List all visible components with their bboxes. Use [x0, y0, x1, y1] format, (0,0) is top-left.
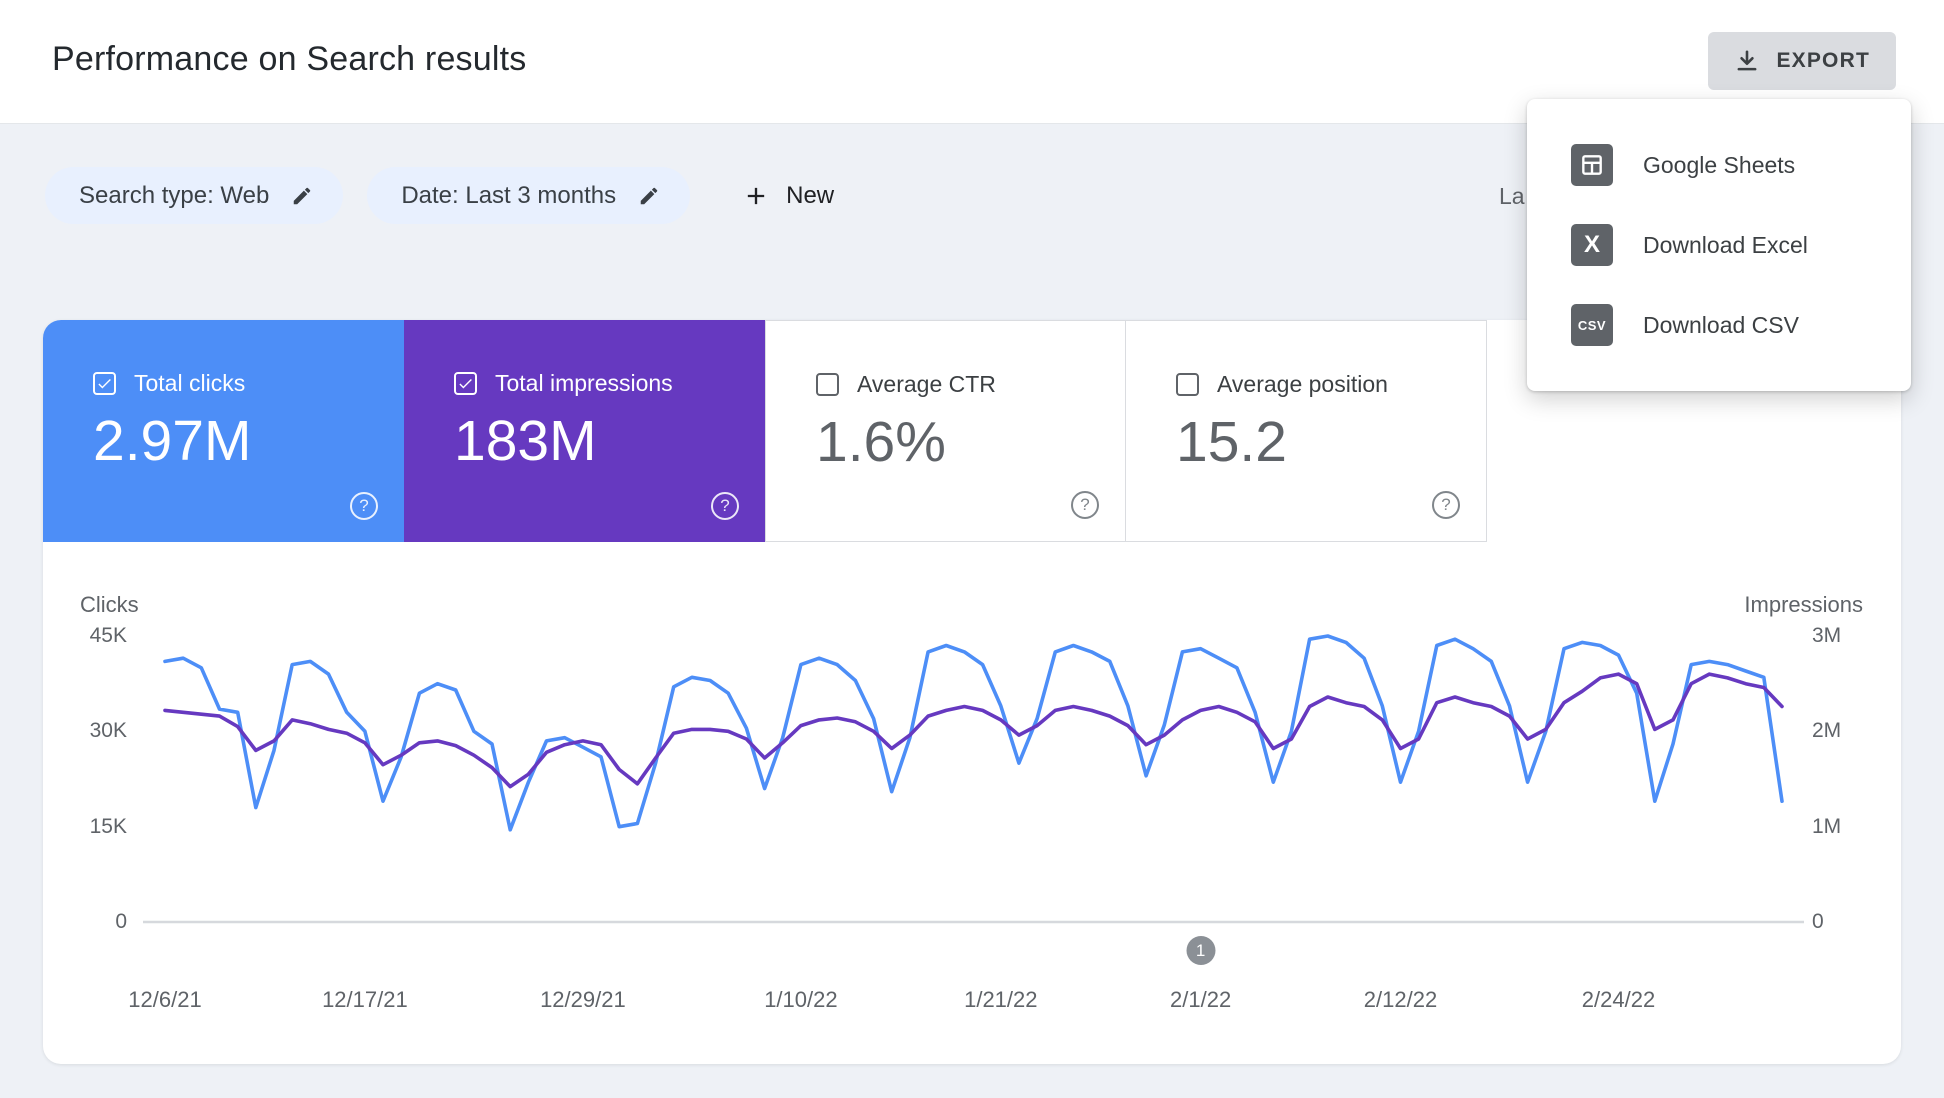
page-title: Performance on Search results [52, 40, 527, 78]
menu-item-label: Download CSV [1643, 311, 1799, 338]
download-icon [1738, 50, 1757, 71]
google-sheets-icon [1571, 144, 1613, 186]
performance-card: Total clicks 2.97M Total impressions 183… [43, 320, 1901, 1064]
menu-item-label: Google Sheets [1643, 151, 1796, 178]
metric-value: 183M [454, 409, 597, 473]
export-menu: Google Sheets X Download Excel CSV Downl… [1527, 99, 1911, 391]
metric-label: Average position [1217, 371, 1388, 397]
header: Performance on Search results EXPORT [0, 0, 1944, 124]
chip-label: Date: Last 3 months [401, 181, 617, 209]
edit-icon [294, 187, 311, 204]
y-axis-tick: 1M [1812, 815, 1842, 838]
metric-card-average-ctr[interactable]: Average CTR 1.6% [765, 320, 1126, 542]
y-axis-tick: 15K [89, 815, 127, 838]
checked-checkbox-icon[interactable] [93, 372, 116, 395]
y-axis-tick: 30K [89, 719, 127, 742]
help-icon[interactable] [711, 492, 739, 520]
metric-header: Total impressions [404, 320, 765, 397]
y-axis-tick: 45K [89, 624, 127, 647]
filter-chip-search-type[interactable]: Search type: Web [45, 167, 344, 224]
menu-item-download-csv[interactable]: CSV Download CSV [1527, 285, 1911, 365]
x-axis-label: 12/17/21 [322, 987, 408, 1012]
csv-icon: CSV [1571, 304, 1613, 346]
y-axis-tick: 0 [115, 910, 127, 933]
right-axis-title: Impressions [1744, 592, 1863, 617]
export-button[interactable]: EXPORT [1708, 32, 1896, 90]
unchecked-checkbox-icon[interactable] [816, 373, 839, 396]
x-axis-label: 2/1/22 [1170, 987, 1232, 1012]
x-axis: 12/6/21 12/17/21 12/29/21 1/10/22 1/21/22 2/1… [128, 987, 1804, 1015]
help-icon[interactable] [350, 492, 378, 520]
metric-card-average-position[interactable]: Average position 15.2 [1126, 320, 1487, 542]
x-axis-label: 1/10/22 [764, 987, 838, 1012]
export-label: EXPORT [1776, 49, 1870, 72]
x-axis-label: 2/12/22 [1363, 987, 1438, 1012]
metric-value: 15.2 [1176, 410, 1287, 474]
filter-bar: Search type: Web Date: Last 3 months New [45, 167, 834, 224]
chart-plot-area [143, 634, 1804, 924]
metric-label: Average CTR [857, 371, 996, 397]
y-axis-tick: 3M [1812, 624, 1842, 647]
metric-header: Average position [1126, 321, 1486, 398]
x-axis-label: 1/21/22 [964, 987, 1038, 1012]
checked-checkbox-icon[interactable] [454, 372, 477, 395]
last-updated-text: La [1499, 183, 1525, 209]
new-filter-button[interactable]: New [742, 182, 834, 210]
new-button-label: New [786, 181, 835, 209]
impressions-line [163, 672, 1784, 789]
metric-card-total-impressions[interactable]: Total impressions 183M [404, 320, 765, 542]
metric-card-total-clicks[interactable]: Total clicks 2.97M [43, 320, 404, 542]
menu-item-google-sheets[interactable]: Google Sheets [1527, 125, 1911, 205]
menu-item-label: Download Excel [1643, 231, 1808, 258]
metric-label: Total impressions [495, 370, 673, 396]
metric-header: Average CTR [766, 321, 1125, 398]
edit-icon [640, 187, 658, 204]
chip-label: Search type: Web [79, 181, 270, 209]
metric-header: Total clicks [43, 320, 404, 397]
unchecked-checkbox-icon[interactable] [1176, 373, 1199, 396]
menu-item-download-excel[interactable]: X Download Excel [1527, 205, 1911, 285]
left-axis-title: Clicks [80, 592, 139, 617]
y-axis-tick: 0 [1812, 910, 1824, 933]
x-axis-label: 2/24/22 [1581, 987, 1656, 1012]
x-axis-label: 12/29/21 [540, 987, 626, 1012]
metrics-row: Total clicks 2.97M Total impressions 183… [43, 320, 1901, 542]
help-icon[interactable] [1432, 491, 1460, 519]
filter-chip-date[interactable]: Date: Last 3 months [367, 167, 691, 224]
excel-icon: X [1571, 224, 1613, 266]
y-axis-tick: 2M [1812, 719, 1842, 742]
metric-value: 2.97M [93, 409, 252, 473]
help-icon[interactable] [1071, 491, 1099, 519]
x-axis-label: 12/6/21 [128, 987, 202, 1012]
plus-icon [747, 187, 765, 204]
metric-label: Total clicks [134, 370, 246, 396]
metric-value: 1.6% [816, 410, 946, 474]
annotation-marker[interactable]: 1 [1186, 936, 1216, 965]
